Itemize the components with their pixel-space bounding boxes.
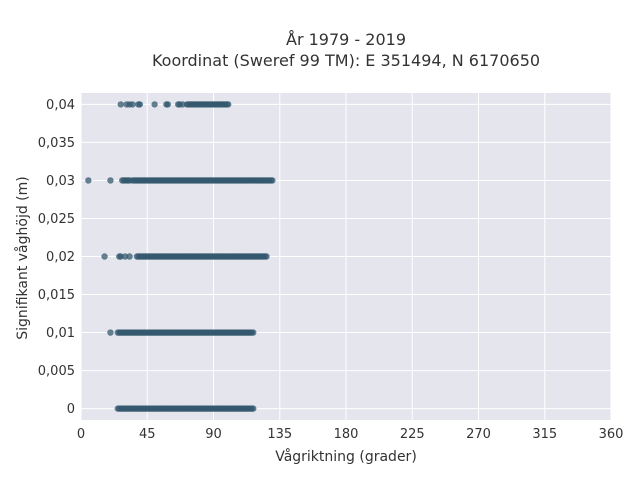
y-tick-label: 0,03 xyxy=(46,174,75,189)
x-tick-label: 315 xyxy=(532,427,557,442)
y-axis-label: Signifikant våghöjd (m) xyxy=(14,176,31,339)
data-point xyxy=(247,405,254,412)
x-tick-label: 270 xyxy=(466,427,491,442)
x-axis-label: Vågriktning (grader) xyxy=(275,448,417,465)
data-point xyxy=(107,177,114,184)
data-point xyxy=(117,101,124,108)
data-point xyxy=(164,101,172,108)
y-tick-label: 0,04 xyxy=(46,98,75,113)
y-tick-labels: 0 0,005 0,01 0,015 0,02 0,025 0,03 0,035 0,04 xyxy=(38,98,75,417)
data-point xyxy=(121,253,129,260)
x-tick-label: 45 xyxy=(139,427,156,442)
y-tick-label: 0,02 xyxy=(46,250,75,265)
y-tick-label: 0,005 xyxy=(38,364,75,379)
y-tick-label: 0,035 xyxy=(38,136,75,151)
chart-subtitle: Koordinat (Sweref 99 TM): E 351494, N 61… xyxy=(152,51,540,70)
x-tick-label: 225 xyxy=(400,427,425,442)
data-point xyxy=(225,101,232,108)
data-point xyxy=(101,253,108,260)
data-point xyxy=(117,253,124,260)
y-tick-label: 0,025 xyxy=(38,212,75,227)
chart-title: År 1979 - 2019 xyxy=(286,30,406,49)
data-points xyxy=(85,101,276,412)
y-tick-label: 0,015 xyxy=(38,288,75,303)
y-tick-label: 0,01 xyxy=(46,326,75,341)
x-tick-label: 135 xyxy=(267,427,292,442)
data-point xyxy=(261,253,269,260)
x-tick-label: 0 xyxy=(77,427,85,442)
data-point xyxy=(179,101,186,108)
x-tick-label: 90 xyxy=(205,427,222,442)
data-point xyxy=(85,177,92,184)
data-point xyxy=(126,253,133,260)
x-tick-labels: 0 45 90 135 180 225 270 315 360 xyxy=(77,427,624,442)
gridlines xyxy=(80,93,612,420)
data-point xyxy=(136,101,144,108)
y-tick-label: 0 xyxy=(67,402,75,417)
x-tick-label: 360 xyxy=(599,427,624,442)
data-point xyxy=(107,329,114,336)
data-point xyxy=(151,101,158,108)
x-tick-label: 180 xyxy=(334,427,359,442)
data-point xyxy=(129,101,136,108)
data-point xyxy=(269,177,276,184)
data-point xyxy=(250,329,257,336)
